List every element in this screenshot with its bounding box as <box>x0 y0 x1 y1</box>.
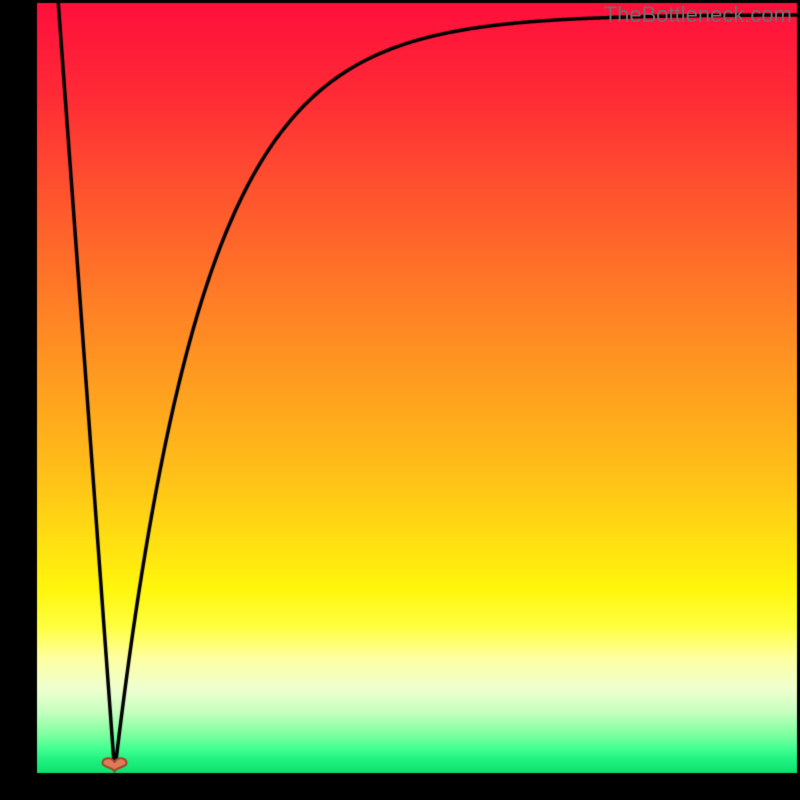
watermark-text: TheBottleneck.com <box>604 2 792 28</box>
bottleneck-curve-chart <box>0 0 800 800</box>
chart-container: TheBottleneck.com <box>0 0 800 800</box>
